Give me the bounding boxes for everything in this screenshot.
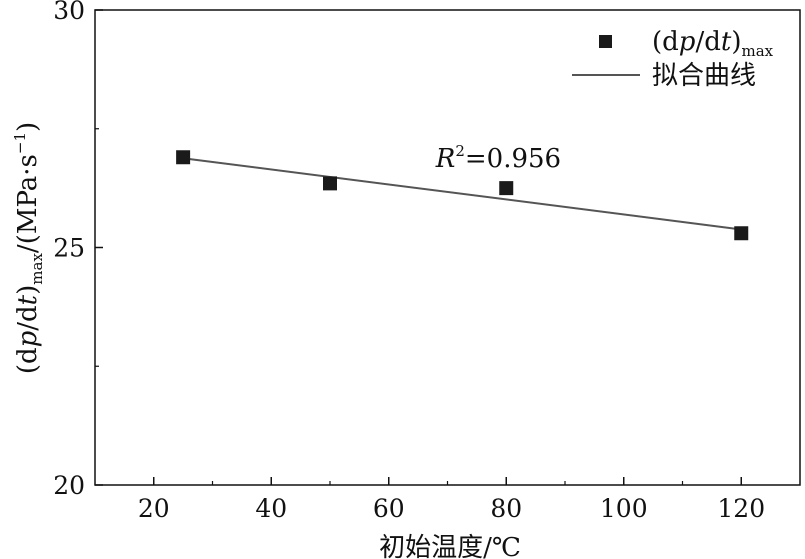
data-point (323, 176, 337, 191)
x-tick-label: 40 (255, 494, 287, 523)
y-tick-label: 20 (53, 471, 85, 500)
x-tick-label: 120 (717, 494, 765, 523)
y-label-open: (d (13, 347, 43, 374)
legend-t: t (721, 27, 732, 57)
legend-sub: max (741, 42, 773, 60)
y-label-unit-close: ) (13, 122, 43, 132)
legend-scatter-label: (dp/dt)max (652, 27, 774, 60)
y-axis-label: (dp/dt)max/(MPa·s−1) (11, 122, 46, 374)
x-ticks: 20 40 60 80 100 120 (138, 477, 765, 523)
annotation-r: R (435, 144, 456, 174)
legend-line-label: 拟合曲线 (652, 61, 756, 91)
fit-line (182, 157, 742, 231)
y-label-t: t (13, 294, 43, 305)
x-tick-label: 20 (138, 494, 170, 523)
data-point (176, 150, 191, 165)
legend-close: ) (731, 27, 741, 57)
legend-mid: /d (695, 27, 720, 57)
x-tick-label: 60 (373, 494, 405, 523)
y-ticks: 20 25 30 (53, 0, 103, 500)
r-squared-annotation: R2=0.956 (435, 142, 561, 174)
data-points-layer (176, 150, 749, 241)
legend-p: p (679, 27, 696, 57)
annotation-sup: 2 (455, 142, 465, 160)
data-point (734, 226, 749, 241)
legend: (dp/dt)max 拟合曲线 (572, 27, 774, 91)
x-tick-label: 80 (490, 494, 522, 523)
data-point (499, 181, 514, 196)
y-tick-label: 25 (53, 234, 85, 263)
y-label-mid: /d (13, 305, 43, 330)
x-tick-label: 100 (600, 494, 648, 523)
legend-scatter-marker (599, 35, 612, 48)
y-tick-label: 30 (53, 0, 85, 25)
y-label-sub: max (28, 253, 46, 285)
y-label-close: ) (13, 285, 43, 295)
x-axis-label: 初始温度/℃ (379, 533, 521, 559)
legend-open: (d (652, 27, 679, 57)
y-label-unit-exp: −1 (11, 132, 29, 154)
y-label-p: p (13, 330, 43, 347)
annotation-value: =0.956 (465, 144, 561, 174)
fit-line-layer (182, 157, 742, 231)
y-label-unit-open: /(MPa·s (13, 154, 43, 253)
